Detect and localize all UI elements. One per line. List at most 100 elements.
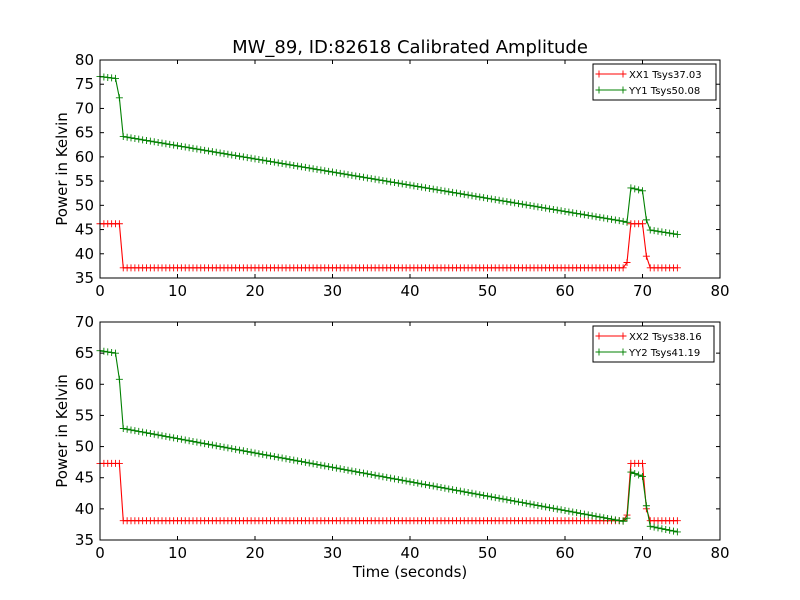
data-point-marker	[522, 201, 530, 209]
data-point-marker	[158, 432, 166, 440]
data-point-marker	[267, 452, 274, 460]
data-point-marker	[212, 442, 220, 450]
data-point-marker	[115, 459, 123, 467]
data-point-marker	[150, 138, 158, 146]
data-point-marker	[495, 196, 503, 204]
y-axis-label: Power in Kelvin	[53, 112, 71, 226]
data-point-marker	[236, 152, 243, 160]
data-point-marker	[635, 186, 643, 194]
data-point-marker	[398, 476, 406, 484]
data-point-marker	[344, 171, 352, 179]
y-tick-label: 70	[75, 313, 94, 331]
data-point-marker	[642, 502, 650, 510]
data-point-marker	[243, 154, 251, 162]
data-point-marker	[321, 167, 329, 175]
data-point-marker	[201, 440, 209, 448]
data-point-marker	[255, 156, 263, 164]
data-point-marker	[375, 472, 383, 480]
data-point-marker	[108, 349, 116, 357]
data-point-marker	[123, 133, 131, 141]
data-point-marker	[592, 512, 600, 520]
data-point-marker	[526, 202, 534, 210]
x-tick-label: 80	[710, 544, 729, 562]
data-point-marker	[131, 135, 139, 143]
data-point-marker	[414, 182, 422, 190]
data-point-marker	[639, 472, 646, 480]
data-point-marker	[456, 487, 464, 495]
y-tick-label: 80	[75, 51, 94, 69]
legend-box	[592, 325, 715, 363]
data-point-marker	[522, 499, 530, 507]
data-point-marker	[530, 202, 538, 210]
data-point-marker	[639, 187, 646, 195]
data-point-marker	[131, 427, 139, 435]
data-point-marker	[658, 228, 666, 236]
data-point-marker	[410, 182, 418, 190]
data-point-marker	[317, 166, 325, 174]
data-point-marker	[596, 213, 604, 221]
data-point-marker	[449, 188, 457, 196]
data-point-marker	[503, 198, 511, 206]
data-point-marker	[553, 505, 561, 513]
data-point-marker	[511, 199, 519, 207]
data-point-marker	[658, 525, 666, 533]
data-point-marker	[224, 444, 232, 452]
y-tick-label: 65	[75, 344, 94, 362]
data-point-marker	[301, 458, 309, 466]
data-point-marker	[170, 141, 178, 149]
top-subplot: 0 10 20 30 40 50 60 70 80 35 40 45 50 55 60 65 70 75 80 Pow…	[53, 51, 730, 300]
data-point-marker	[317, 461, 325, 469]
data-point-marker	[228, 445, 236, 453]
data-point-marker	[422, 481, 429, 489]
data-point-marker	[619, 517, 627, 525]
data-point-marker	[487, 195, 495, 203]
data-point-marker	[166, 140, 174, 148]
data-point-marker	[239, 447, 247, 455]
data-point-marker	[437, 186, 445, 194]
figure-title: MW_89, ID:82618 Calibrated Amplitude	[232, 37, 588, 58]
data-point-marker	[453, 189, 460, 197]
data-point-marker	[115, 94, 123, 102]
y-tick-label: 65	[75, 124, 94, 142]
data-point-marker	[383, 473, 391, 481]
data-point-marker	[394, 179, 402, 187]
data-point-marker	[480, 194, 488, 202]
data-point-marker	[321, 462, 329, 470]
data-point-marker	[553, 206, 561, 214]
data-point-marker	[449, 486, 457, 494]
data-point-marker	[154, 431, 162, 439]
data-point-marker	[356, 468, 364, 476]
data-point-marker	[480, 491, 488, 499]
data-point-marker	[391, 475, 398, 483]
data-point-marker	[425, 481, 433, 489]
data-point-marker	[402, 477, 410, 485]
data-point-marker	[670, 230, 677, 238]
data-point-marker	[518, 200, 526, 208]
data-point-marker	[181, 143, 189, 151]
x-tick-label: 0	[95, 544, 105, 562]
data-point-marker	[592, 213, 600, 221]
data-point-marker	[298, 458, 305, 466]
legend-marker	[619, 348, 627, 356]
data-point-marker	[146, 137, 154, 145]
data-point-marker	[460, 190, 468, 198]
data-point-marker	[259, 450, 267, 458]
data-point-marker	[259, 156, 267, 164]
data-point-marker	[499, 495, 507, 503]
data-point-marker	[115, 220, 123, 228]
data-point-marker	[255, 450, 263, 458]
legend: XX1 Tsys37.03 YY1 Tsys50.08	[592, 63, 717, 101]
data-point-marker	[654, 227, 662, 235]
data-point-marker	[580, 510, 588, 518]
data-point-marker	[352, 172, 360, 180]
data-point-marker	[181, 436, 189, 444]
legend-label: XX1 Tsys37.03	[629, 70, 702, 81]
data-point-marker	[367, 175, 375, 183]
data-point-marker	[379, 177, 387, 185]
data-point-marker	[456, 190, 464, 198]
data-point-marker	[429, 482, 437, 490]
data-point-marker	[348, 467, 356, 475]
data-point-marker	[464, 191, 472, 199]
data-point-marker	[197, 146, 205, 154]
